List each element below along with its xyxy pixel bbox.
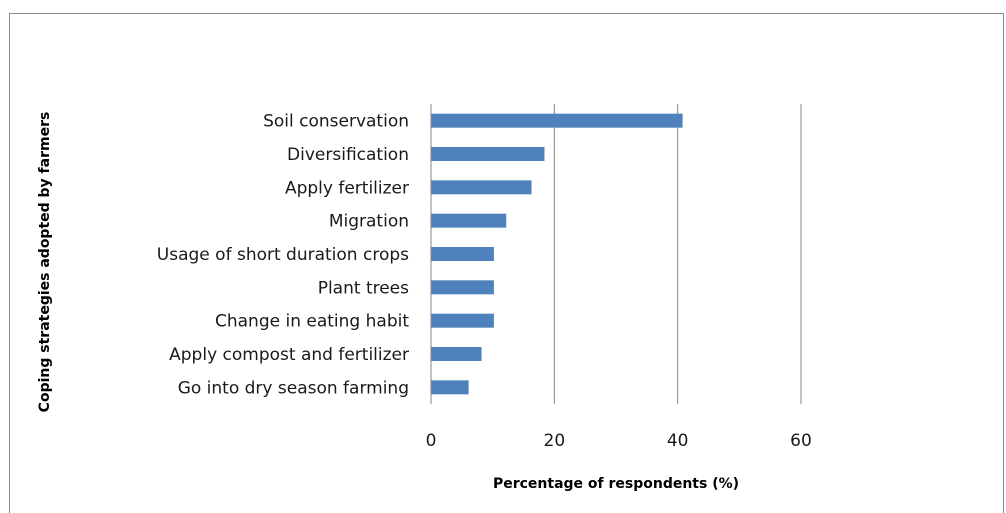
x-tick-labels: 0 20 40 60 — [426, 431, 812, 451]
bars — [431, 113, 683, 395]
category-label: Migration — [329, 212, 409, 232]
x-tick-label: 0 — [426, 431, 437, 451]
bar — [431, 113, 683, 128]
bar — [431, 213, 507, 228]
category-label: Change in eating habit — [215, 312, 409, 332]
bar — [431, 313, 494, 328]
x-tick-label: 20 — [544, 431, 566, 451]
category-labels: Soil conservation Diversification Apply fe… — [157, 112, 410, 399]
category-label: Soil conservation — [263, 112, 409, 132]
category-label: Usage of short duration crops — [157, 245, 409, 265]
bar — [431, 180, 532, 195]
bar — [431, 347, 482, 361]
gridlines — [553, 104, 802, 404]
bar — [431, 380, 469, 395]
bar — [431, 147, 545, 161]
category-label: Diversification — [287, 145, 409, 165]
x-axis-title: Percentage of respondents (%) — [493, 476, 739, 492]
x-tick-label: 60 — [790, 431, 812, 451]
category-label: Go into dry season farming — [178, 378, 409, 398]
x-tick-label: 40 — [667, 431, 689, 451]
y-axis-title: Coping strategies adopted by farmers — [37, 112, 53, 413]
bar — [431, 280, 494, 295]
category-label: Plant trees — [318, 278, 409, 298]
category-label: Apply fertilizer — [285, 178, 409, 198]
bar — [431, 247, 494, 261]
chart-frame — [9, 13, 1004, 513]
category-label: Apply compost and fertilizer — [169, 345, 409, 365]
